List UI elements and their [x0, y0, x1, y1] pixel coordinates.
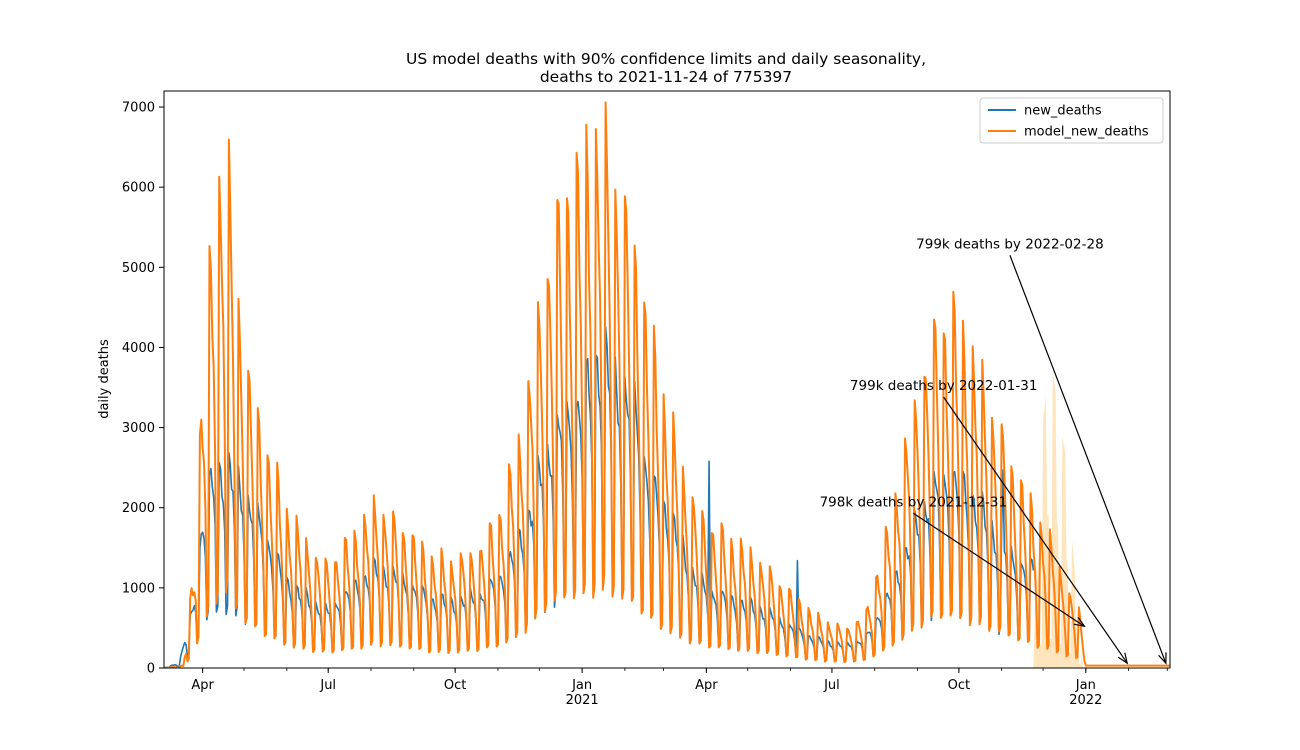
annotation-arrow-head [1073, 617, 1086, 628]
legend-label-new-deaths: new_deaths [1024, 104, 1102, 119]
plot-frame [163, 90, 1171, 669]
annotation-arrow-line [1009, 255, 1167, 664]
legend-label-model-new-deaths: model_new_deaths [1024, 125, 1149, 140]
annotation-arrow-head [1117, 652, 1129, 665]
y-tick-label: 4000 [122, 341, 155, 356]
x-tick-label: Jan [571, 678, 592, 693]
x-tick-label: Oct [444, 678, 466, 693]
annotation-arrow-line [943, 396, 1128, 664]
annotation-text: 799k deaths by 2022-01-31 [850, 378, 1038, 394]
y-tick-label: 3000 [122, 421, 155, 436]
annotation-2: 799k deaths by 2022-01-31 [850, 378, 1129, 665]
legend: new_deaths model_new_deaths [979, 97, 1164, 144]
y-tick-label: 5000 [122, 261, 155, 276]
annotation-arrow-head [1158, 652, 1167, 665]
chart-title-line1: US model deaths with 90% confidence limi… [406, 50, 926, 68]
y-tick-label: 7000 [122, 101, 155, 116]
y-tick-label: 6000 [122, 181, 155, 196]
annotation-text: 798k deaths by 2021-12-31 [820, 494, 1008, 510]
x-tick-label: Jul [319, 678, 336, 693]
y-axis-label: daily deaths [97, 339, 112, 419]
x-tick-label: Apr [191, 678, 214, 693]
y-tick-label: 2000 [122, 501, 155, 516]
x-tick-year-label: 2021 [566, 693, 599, 708]
x-tick-label: Jul [823, 678, 840, 693]
x-tick-label: Jan [1075, 678, 1096, 693]
annotation-3: 798k deaths by 2021-12-31 [820, 494, 1086, 628]
x-tick-label: Oct [948, 678, 970, 693]
x-tick-label: Apr [695, 678, 718, 693]
series-line-model-new-deaths [164, 101, 1170, 668]
series-line-new-deaths [164, 326, 1035, 668]
y-tick-label: 0 [147, 662, 155, 677]
y-tick-label: 1000 [122, 581, 155, 596]
chart-title-line2: deaths to 2021-11-24 of 775397 [540, 68, 792, 86]
x-tick-year-label: 2022 [1069, 693, 1102, 708]
chart-title: US model deaths with 90% confidence limi… [406, 50, 926, 86]
annotation-1: 799k deaths by 2022-02-28 [916, 236, 1167, 665]
annotation-text: 799k deaths by 2022-02-28 [916, 236, 1104, 252]
annotation-arrow-line [912, 512, 1085, 627]
legend-box [979, 97, 1164, 144]
